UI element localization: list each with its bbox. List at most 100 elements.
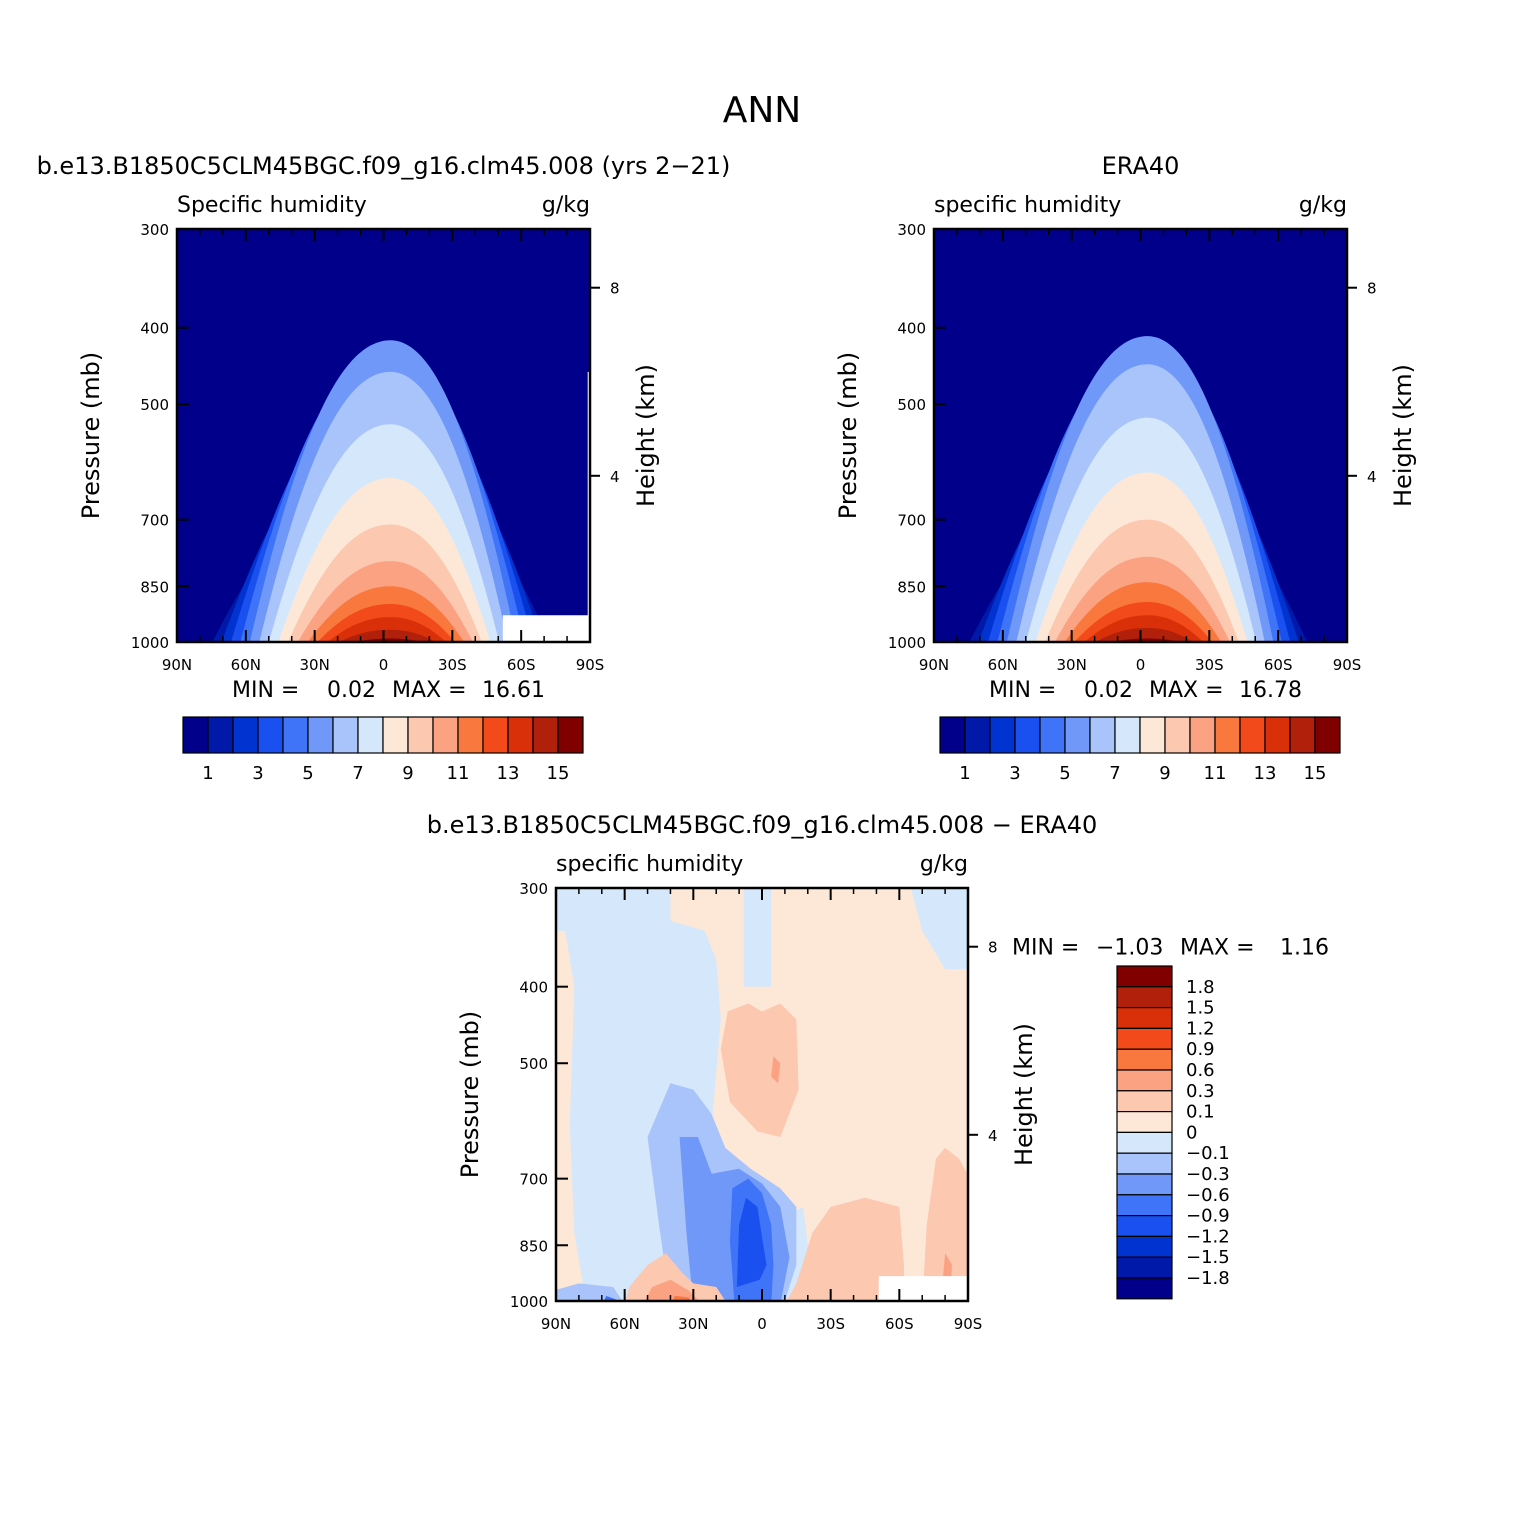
subtitle-left: specific humidity: [556, 852, 743, 877]
colorbar-swatch: [1116, 965, 1173, 988]
subtitle-left: specific humidity: [934, 193, 1121, 218]
y-right-tick-label: 4: [988, 1127, 998, 1145]
y-right-tick-label: 8: [988, 939, 998, 957]
y-tick-label: 300: [140, 221, 169, 239]
colorbar-label: 9: [402, 763, 413, 784]
colorbar-swatch: [1116, 1006, 1173, 1029]
contour-region: [910, 888, 968, 970]
colorbar-swatch: [307, 716, 334, 754]
colorbar-swatch: [1064, 716, 1091, 754]
colorbar-swatch: [257, 716, 284, 754]
colorbar-label: −1.2: [1186, 1226, 1230, 1247]
colorbar-label: 7: [352, 763, 363, 784]
colorbar-swatch: [382, 716, 409, 754]
y-axis-label: Pressure (mb): [456, 1011, 484, 1178]
y-right-axis-label: Height (km): [1010, 1023, 1038, 1166]
colorbar-label: 9: [1159, 763, 1170, 784]
panel-1: 90N 60N 30N 0 30S 60S 90S 300 400 500 700 850 1000 8 4…: [37, 152, 731, 784]
y-tick-label: 700: [897, 512, 926, 530]
x-tick-label: 30N: [678, 1315, 708, 1333]
colorbar-label: 0.6: [1186, 1060, 1215, 1081]
contour-region: [736, 1197, 767, 1287]
colorbar-swatch: [507, 716, 534, 754]
min-value: 0.02: [1084, 678, 1133, 703]
min-label: MIN =: [1012, 936, 1079, 961]
min-label: MIN =: [232, 678, 299, 703]
x-tick-label: 90S: [954, 1315, 983, 1333]
colorbar-label: 3: [1009, 763, 1020, 784]
x-tick-label: 60N: [231, 656, 261, 674]
colorbar-swatch: [939, 716, 966, 754]
y-tick-label: 1000: [131, 634, 169, 652]
colorbar-label: 0.1: [1186, 1102, 1215, 1123]
colorbar-label: 5: [302, 763, 313, 784]
y-tick-label: 850: [519, 1237, 548, 1255]
colorbar-swatch: [1114, 716, 1141, 754]
contour-field: [556, 888, 968, 1301]
x-tick-label: 30N: [300, 656, 330, 674]
panels: 90N 60N 30N 0 30S 60S 90S300400500700850100084…: [37, 152, 1417, 1333]
colorbar-label: 15: [547, 763, 570, 784]
colorbar-swatch: [232, 716, 259, 754]
y-tick-label: 500: [140, 396, 169, 414]
x-tick-label: 0: [1136, 656, 1146, 674]
y-axis-label: Pressure (mb): [834, 352, 862, 519]
y-tick-label: 500: [519, 1055, 548, 1073]
colorbar-swatch: [1039, 716, 1066, 754]
min-value: −1.03: [1096, 936, 1163, 961]
contour-region: [720, 1003, 799, 1138]
y-tick-label: 1000: [510, 1293, 548, 1311]
colorbar-swatch: [1116, 1152, 1173, 1175]
y-right-axis-label: Height (km): [1389, 364, 1417, 507]
y-tick-label: 400: [897, 320, 926, 338]
colorbar-label: 7: [1109, 763, 1120, 784]
y-right-tick-label: 4: [610, 468, 620, 486]
colorbar-swatch: [1314, 716, 1341, 754]
colorbar-swatch: [1116, 1110, 1173, 1133]
panel-2: 90N 60N 30N 0 30S 60S 90S 300 400 500 700 850 1000 8 4…: [834, 152, 1417, 784]
y-tick-label: 500: [897, 396, 926, 414]
y-tick-label: 850: [897, 578, 926, 596]
x-tick-label: 60S: [507, 656, 536, 674]
y-tick-label: 850: [140, 578, 169, 596]
x-tick-label: 90N: [541, 1315, 571, 1333]
colorbar-swatch: [1164, 716, 1191, 754]
y-right-axis-label: Height (km): [632, 364, 660, 507]
min-value: 0.02: [327, 678, 376, 703]
colorbar-label: 1: [202, 763, 213, 784]
x-tick-label: 60S: [885, 1315, 914, 1333]
colorbar-label: 1.2: [1186, 1018, 1215, 1039]
colorbar-swatch: [1116, 986, 1173, 1009]
colorbar-swatch: [1014, 716, 1041, 754]
contour-region: [644, 1279, 700, 1301]
max-label: MAX =: [392, 678, 467, 703]
y-right-tick-label: 8: [1367, 280, 1377, 298]
y-tick-label: 700: [140, 512, 169, 530]
figure-title: ANN: [723, 90, 802, 131]
colorbar-swatch: [1116, 1090, 1173, 1113]
colorbar-swatch: [964, 716, 991, 754]
colorbar-swatch: [457, 716, 484, 754]
colorbar-swatch: [1116, 1194, 1173, 1217]
colorbar-swatch: [1116, 1277, 1173, 1300]
colorbar-swatch: [482, 716, 509, 754]
contour-field: [177, 229, 590, 642]
colorbar-swatch: [1116, 1235, 1173, 1258]
contour-region: [556, 930, 584, 1301]
panel-3: 90N 60N 30N 0 30S 60S 90S 300 400 500 700 850 1000 8 4…: [427, 811, 1329, 1333]
panel-title: b.e13.B1850C5CLM45BGC.f09_g16.clm45.008 …: [427, 811, 1098, 839]
colorbar: 1.81.51.20.90.60.30.10−0.1−0.3−0.6−0.9−1…: [1116, 965, 1230, 1300]
colorbar-label: 1.8: [1186, 977, 1215, 998]
colorbar-label: −0.9: [1186, 1206, 1230, 1227]
contour-region: [603, 1295, 617, 1301]
colorbar-swatch: [989, 716, 1016, 754]
x-tick-label: 90N: [919, 656, 949, 674]
colorbar-label: 11: [447, 763, 470, 784]
x-tick-label: 60S: [1264, 656, 1293, 674]
colorbar-label: 13: [497, 763, 520, 784]
colorbar-label: −1.5: [1186, 1247, 1230, 1268]
colorbar-swatch: [1139, 716, 1166, 754]
contour-field: [934, 229, 1347, 642]
contour-region: [672, 1295, 692, 1301]
